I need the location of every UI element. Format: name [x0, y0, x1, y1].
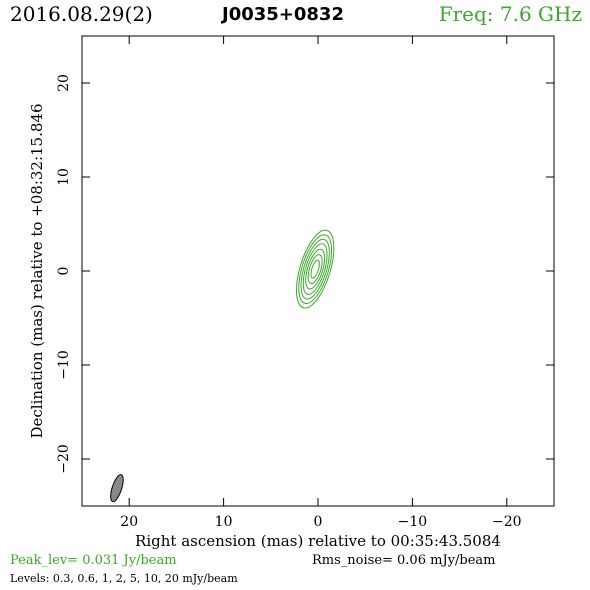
x-tick-label: −20: [492, 514, 522, 530]
y-axis-label: Declination (mas) relative to +08:32:15.…: [28, 103, 46, 438]
y-tick-label: 20: [56, 74, 72, 92]
axis-ticks: [82, 36, 554, 506]
frequency-label: Freq: 7.6 GHz: [438, 2, 582, 26]
x-tick-label: −10: [398, 514, 428, 530]
y-tick-label: −10: [56, 350, 72, 380]
contour-levels: Levels: 0.3, 0.6, 1, 2, 5, 10, 20 mJy/be…: [10, 572, 238, 585]
contour-group: [296, 229, 335, 309]
y-tick-label: −20: [56, 444, 72, 474]
observation-date: 2016.08.29(2): [10, 2, 153, 26]
beam-ellipse-group: [110, 474, 124, 503]
x-tick-label: 0: [314, 514, 323, 530]
axis-labels: 20 10 0 −10 −20 20 10 0 −10 −20 Right ascension (m…: [28, 74, 522, 550]
beam-ellipse: [110, 474, 124, 503]
source-name: J0035+0832: [222, 4, 344, 25]
y-tick-label: 10: [56, 168, 72, 186]
peak-level: Peak_lev= 0.031 Jy/beam: [10, 553, 177, 568]
contour-level-2: [302, 243, 328, 295]
contour-level-10: [307, 254, 323, 285]
contour-level-1: [300, 238, 330, 300]
contour-level-5: [305, 248, 326, 290]
y-tick-label: 0: [56, 267, 72, 276]
x-tick-label: 20: [120, 514, 138, 530]
contour-level-20: [310, 259, 320, 279]
rms-noise: Rms_noise= 0.06 mJy/beam: [312, 553, 496, 568]
x-tick-label: 10: [215, 514, 233, 530]
contour-level-0.3: [296, 229, 335, 309]
x-axis-label: Right ascension (mas) relative to 00:35:…: [135, 532, 501, 550]
contour-level-0.6: [298, 234, 333, 304]
